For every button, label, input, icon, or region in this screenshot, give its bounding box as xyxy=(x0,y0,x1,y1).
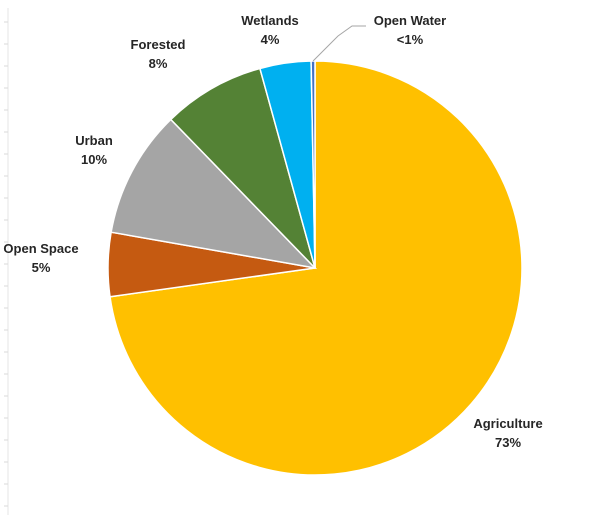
slice-label-value: 73% xyxy=(495,435,521,450)
slice-label-name: Agriculture xyxy=(473,416,542,431)
pie-slice-open-water xyxy=(310,60,316,269)
slice-label-value: 10% xyxy=(81,152,107,167)
pie-slice-forested xyxy=(169,67,316,269)
pie-slice-urban xyxy=(110,118,318,270)
left-axis-ticks xyxy=(4,8,9,515)
slice-label-name: Wetlands xyxy=(241,13,299,28)
slice-label-wetlands: Wetlands 4% xyxy=(241,13,299,47)
slice-label-value: 5% xyxy=(32,260,51,275)
slice-label-open-space: Open Space 5% xyxy=(3,241,78,275)
slice-label-forested: Forested 8% xyxy=(131,37,186,71)
pie-slices xyxy=(107,60,523,476)
slice-label-urban: Urban 10% xyxy=(75,133,113,167)
slice-labels: Agriculture 73% Open Space 5% Urban 10% Forest… xyxy=(3,13,542,450)
slice-label-name: Forested xyxy=(131,37,186,52)
slice-label-name: Open Water xyxy=(374,13,446,28)
leader-line-open-water xyxy=(312,25,366,62)
slice-label-value: <1% xyxy=(397,32,424,47)
slice-label-open-water: Open Water <1% xyxy=(374,13,446,47)
slice-label-value: 4% xyxy=(261,32,280,47)
leader-lines xyxy=(312,25,366,62)
slice-label-name: Urban xyxy=(75,133,113,148)
slice-label-name: Open Space xyxy=(3,241,78,256)
slice-label-value: 8% xyxy=(149,56,168,71)
slice-label-agriculture: Agriculture 73% xyxy=(473,416,542,450)
